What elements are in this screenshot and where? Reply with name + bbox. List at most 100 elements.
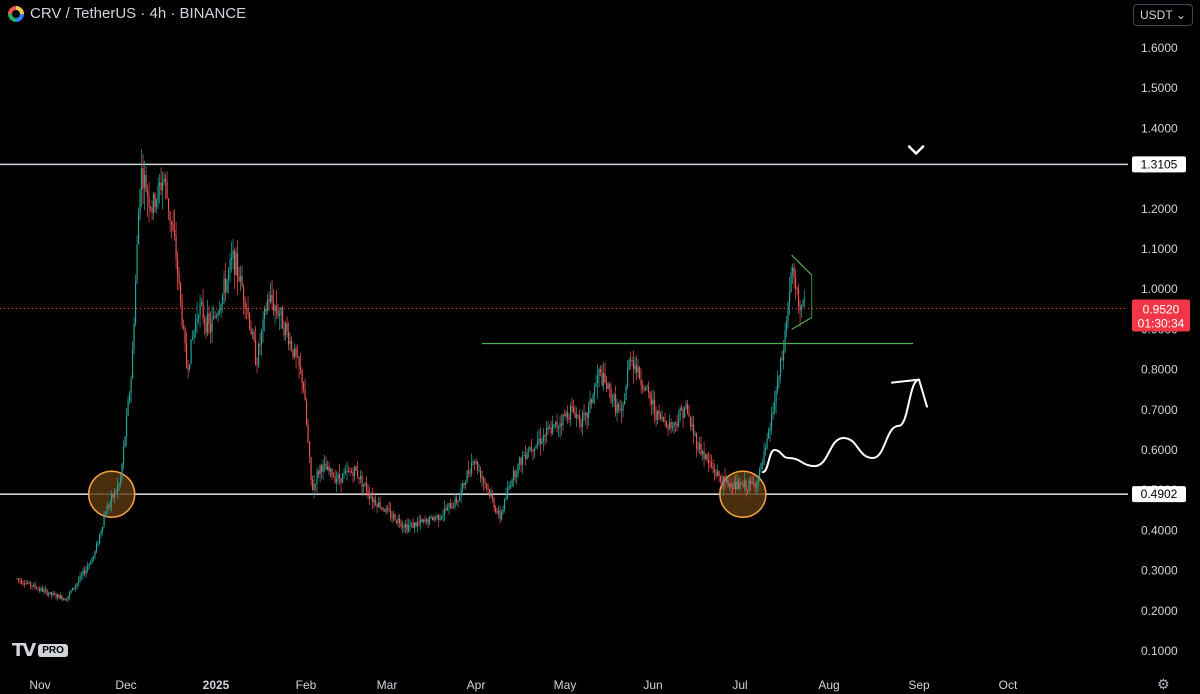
candle-body — [619, 409, 621, 410]
x-tick-label: Jul — [732, 678, 747, 692]
candle-body — [49, 592, 51, 594]
pro-badge: PRO — [38, 644, 68, 657]
candle-body — [388, 508, 390, 511]
candle-body — [43, 590, 45, 592]
chevron-down-icon[interactable] — [907, 145, 925, 155]
candle-body — [380, 507, 383, 509]
candle-body — [544, 434, 546, 437]
y-tick-label: 1.0000 — [1141, 282, 1178, 296]
candle-body — [562, 414, 564, 426]
tv-mark: TV — [12, 640, 36, 661]
candle-body — [572, 407, 575, 413]
candle-body — [364, 482, 366, 485]
candle-body — [511, 480, 513, 487]
candle-body — [119, 477, 122, 484]
candle-body — [163, 178, 165, 182]
candle-body — [334, 476, 336, 483]
candle-body — [389, 510, 392, 518]
candle-body — [352, 472, 354, 477]
candle-body — [91, 558, 93, 564]
candle-body — [311, 479, 314, 490]
candle-body — [71, 587, 74, 591]
currency-selector[interactable]: USDT ⌄ — [1133, 4, 1193, 26]
candle-body — [692, 424, 695, 435]
candle-body — [218, 310, 221, 313]
candle-body — [472, 462, 474, 463]
candle-body — [425, 519, 428, 522]
candle-body — [199, 303, 201, 316]
candle-body — [233, 250, 236, 275]
candle-body — [272, 302, 275, 311]
candle-body — [707, 459, 710, 463]
candle-body — [787, 302, 789, 321]
candle-body — [77, 580, 80, 584]
candle-body — [661, 417, 663, 419]
candle-body — [145, 174, 147, 192]
candle-body — [263, 308, 266, 320]
candle-body — [584, 413, 587, 415]
candle-body — [38, 588, 41, 591]
candle-body — [122, 446, 125, 464]
candle-body — [19, 579, 21, 581]
candle-body — [305, 400, 308, 425]
level-price-label-bg — [1132, 486, 1186, 503]
candle-body — [47, 593, 50, 596]
candle-body — [694, 434, 696, 435]
candle-body — [577, 414, 579, 416]
candle-body — [502, 509, 504, 513]
y-tick-label: 1.6000 — [1141, 41, 1178, 55]
candle-body — [538, 438, 540, 442]
candle-body — [769, 427, 771, 432]
candle-body — [743, 480, 746, 487]
candle-body — [146, 191, 149, 197]
pennant-upper-line[interactable] — [791, 254, 813, 276]
candle-body — [755, 486, 758, 488]
candle-body — [284, 323, 287, 336]
candle-body — [490, 494, 492, 497]
candle-body — [52, 593, 54, 596]
candle-body — [614, 394, 617, 413]
candle-body — [133, 323, 135, 350]
candle-body — [716, 471, 719, 476]
candle-body — [22, 583, 24, 585]
candle-body — [796, 287, 798, 290]
candle-body — [325, 463, 327, 470]
candle-body — [217, 312, 219, 317]
candle-body — [706, 454, 708, 460]
projection-path[interactable] — [761, 378, 920, 474]
gear-icon[interactable]: ⚙ — [1157, 676, 1170, 692]
candle-body — [295, 348, 297, 357]
y-tick-label: 0.4000 — [1141, 523, 1178, 537]
candle-body — [25, 583, 27, 585]
candle-body — [118, 483, 120, 486]
candle-body — [247, 308, 249, 314]
candle-body — [703, 451, 705, 459]
candle-body — [664, 421, 666, 422]
candle-body — [176, 258, 179, 275]
candle-body — [23, 583, 26, 585]
candle-body — [517, 464, 519, 475]
candle-body — [695, 434, 698, 449]
pennant-lower-line[interactable] — [791, 316, 813, 330]
candle-body — [676, 423, 678, 427]
candle-body — [370, 496, 372, 498]
curve-logo-icon — [8, 5, 24, 22]
candle-body — [293, 348, 296, 357]
symbol-title[interactable]: CRV / TetherUS · 4h · BINANCE — [30, 5, 247, 22]
candle-body — [590, 399, 593, 404]
candle-body — [164, 178, 167, 183]
candle-body — [529, 447, 531, 452]
candle-body — [770, 414, 773, 428]
candle-body — [628, 359, 630, 371]
candle-body — [307, 424, 309, 442]
candle-body — [254, 340, 257, 365]
candle-body — [746, 490, 749, 491]
candle-body — [794, 277, 797, 288]
candle-body — [278, 314, 281, 316]
candle-body — [685, 404, 687, 408]
candle-body — [776, 378, 779, 392]
y-tick-label: 0.6000 — [1141, 443, 1178, 457]
x-tick-label: 2025 — [203, 678, 230, 692]
candle-body — [653, 400, 656, 412]
